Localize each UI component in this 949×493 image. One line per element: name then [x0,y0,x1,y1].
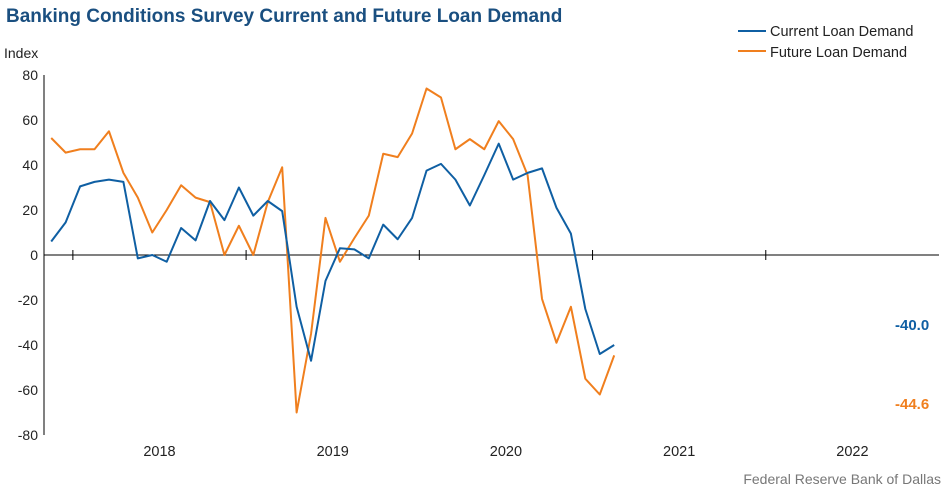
axes [43,75,939,435]
y-axis-label: Index [4,45,38,61]
x-tick-label: 2022 [836,444,868,460]
y-tick-label: -80 [18,427,38,443]
y-tick-label: 0 [30,247,38,263]
x-tick-label: 2020 [490,444,522,460]
x-axis-ticks: 2018 2019 2020 2021 2022 [72,250,869,460]
y-tick-label: 40 [22,157,38,173]
x-tick-label: 2018 [143,444,175,460]
y-tick-label: -60 [18,382,38,398]
legend: Current Loan Demand Future Loan Demand [738,24,913,61]
chart-title: Banking Conditions Survey Current and Fu… [6,6,563,27]
future-loan-demand-line [50,87,616,414]
y-tick-label: -40 [18,337,38,353]
y-axis-ticks: 80 60 40 20 0 -20 -40 -60 -80 [18,67,38,443]
x-tick-label: 2021 [663,444,695,460]
x-tick-label: 2019 [317,444,349,460]
current-loan-demand-line [50,142,615,362]
end-label-future: -44.6 [895,396,929,413]
source-note: Federal Reserve Bank of Dallas [743,471,941,487]
legend-label-current: Current Loan Demand [770,24,913,40]
series-lines [50,87,616,414]
end-label-current: -40.0 [895,317,929,334]
legend-label-future: Future Loan Demand [770,45,907,61]
y-tick-label: 20 [22,202,38,218]
y-tick-label: 80 [22,67,38,83]
y-tick-label: -20 [18,292,38,308]
y-tick-label: 60 [22,112,38,128]
